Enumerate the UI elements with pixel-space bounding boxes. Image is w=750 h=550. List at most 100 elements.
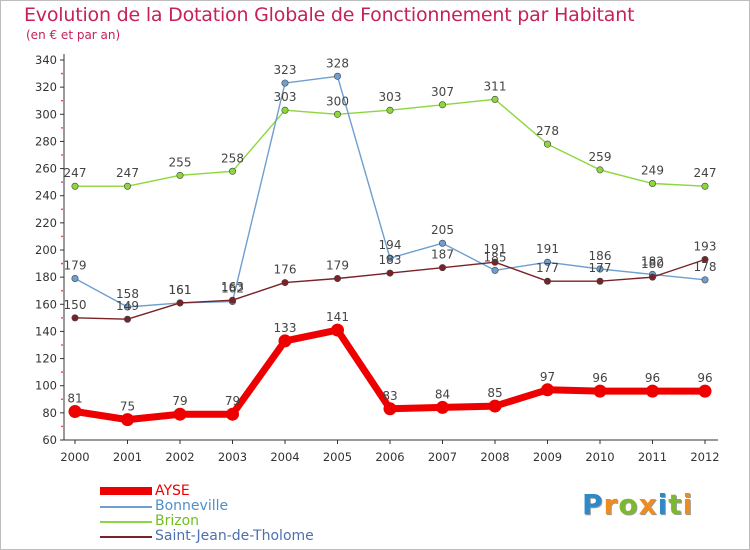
point-saint-jean-de-tholome [124, 315, 132, 323]
point-saint-jean-de-tholome [596, 277, 604, 285]
point-saint-jean-de-tholome [229, 296, 237, 304]
data-label-bonneville: 185 [484, 250, 507, 264]
y-minor-tick [61, 126, 63, 129]
point-ayse [68, 405, 82, 418]
series-layer [68, 72, 712, 427]
x-tick-label: 2006 [375, 450, 404, 464]
point-brizon [281, 106, 289, 114]
point-ayse [278, 334, 292, 348]
point-ayse [121, 413, 134, 427]
data-label-ayse: 84 [435, 387, 450, 401]
point-brizon [596, 166, 604, 174]
data-label-bonneville: 191 [536, 242, 559, 256]
point-ayse [331, 323, 344, 337]
data-label-bonneville: 161 [169, 283, 192, 297]
data-label-brizon: 259 [589, 150, 612, 164]
y-minor-tick [61, 181, 63, 184]
point-bonneville [124, 303, 132, 311]
y-minor-tick [61, 99, 63, 102]
x-tick-label: 2000 [60, 450, 89, 464]
chart-subtitle: (en € et par an) [26, 28, 121, 42]
point-bonneville [543, 258, 551, 266]
y-minor-tick [61, 72, 63, 75]
legend-label: Saint-Jean-de-Tholome [155, 528, 314, 544]
data-label-ayse: 96 [592, 371, 607, 385]
y-tick-label: 260 [35, 162, 57, 176]
data-label-ayse: 96 [697, 371, 712, 385]
y-minor-tick [61, 154, 63, 156]
data-label-ayse: 79 [172, 394, 187, 408]
point-bonneville [386, 254, 394, 262]
data-label-saint-jean-de-tholome: 150 [64, 298, 87, 312]
y-tick-label: 220 [35, 216, 57, 230]
data-label-brizon: 258 [221, 151, 244, 165]
point-brizon [701, 182, 709, 190]
point-bonneville [596, 265, 604, 273]
data-label-saint-jean-de-tholome: 193 [694, 240, 717, 254]
logo-letter: x [638, 488, 658, 521]
data-labels-layer: 247 247 255 258 303 300 303 307 311 278 259 249 247 1… [64, 56, 717, 413]
data-label-saint-jean-de-tholome: 149 [116, 299, 139, 313]
y-minor-tick [61, 235, 63, 238]
point-saint-jean-de-tholome [386, 269, 394, 277]
point-brizon [438, 101, 446, 109]
data-label-bonneville: 323 [274, 63, 297, 77]
y-minor-tick [61, 316, 63, 319]
point-bonneville [491, 266, 499, 274]
x-tick-label: 2011 [638, 450, 667, 464]
data-label-saint-jean-de-tholome: 161 [169, 283, 192, 297]
point-brizon [386, 106, 394, 114]
y-tick-label: 120 [35, 352, 57, 366]
y-tick-label: 100 [35, 379, 57, 393]
point-brizon [491, 95, 499, 103]
x-tick-label: 2007 [428, 450, 457, 464]
data-label-brizon: 255 [169, 155, 192, 169]
data-label-saint-jean-de-tholome: 191 [484, 242, 507, 256]
point-saint-jean-de-tholome [543, 277, 551, 285]
y-minor-tick [61, 344, 63, 346]
data-label-ayse: 141 [326, 310, 349, 324]
legend-swatch [100, 521, 152, 523]
y-tick-label: 320 [35, 80, 57, 94]
point-bonneville [71, 274, 79, 282]
data-label-brizon: 303 [379, 90, 402, 104]
point-ayse [226, 407, 239, 421]
point-ayse [593, 384, 607, 398]
point-brizon [124, 182, 132, 190]
point-ayse [698, 384, 712, 398]
y-minor-tick [61, 398, 63, 401]
proxiti-logo: Proxiti [582, 488, 693, 521]
x-tick-label: 2004 [270, 450, 299, 464]
point-brizon [176, 171, 184, 179]
y-minor-tick [61, 262, 63, 265]
point-saint-jean-de-tholome [648, 273, 656, 281]
point-ayse [541, 383, 554, 397]
y-tick-label: 60 [42, 433, 57, 447]
point-saint-jean-de-tholome [176, 299, 184, 307]
point-ayse [383, 402, 397, 416]
y-tick-label: 340 [35, 53, 57, 67]
data-label-saint-jean-de-tholome: 177 [536, 261, 559, 275]
y-tick-label: 240 [35, 189, 57, 203]
data-label-bonneville: 158 [116, 287, 139, 301]
y-minor-tick [61, 289, 63, 292]
point-saint-jean-de-tholome [71, 314, 79, 322]
data-label-brizon: 311 [484, 79, 507, 93]
data-label-brizon: 300 [326, 94, 349, 108]
point-bonneville [281, 79, 289, 87]
logo-letter: r [603, 488, 619, 521]
point-bonneville [438, 239, 446, 247]
data-label-brizon: 247 [64, 166, 87, 180]
data-label-ayse: 133 [274, 321, 297, 335]
logo-letter: P [582, 488, 604, 521]
data-label-saint-jean-de-tholome: 183 [379, 253, 402, 267]
y-tick-label: 80 [42, 406, 57, 420]
data-label-brizon: 247 [694, 166, 717, 180]
point-brizon [648, 180, 656, 188]
chart-title: Evolution de la Dotation Globale de Fonc… [24, 4, 635, 26]
x-tick-label: 2001 [113, 450, 142, 464]
y-tick-label: 180 [35, 270, 57, 284]
point-ayse [646, 384, 659, 398]
legend-label: Bonneville [155, 498, 229, 514]
x-tick-label: 2012 [690, 450, 719, 464]
